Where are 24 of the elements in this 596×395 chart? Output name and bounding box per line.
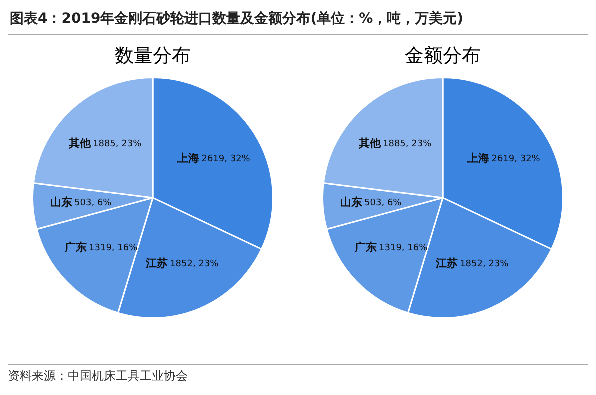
text: 图表4：2019年金刚石砂轮进口数量及金额分布(单位：%，吨，万美元) xyxy=(9,10,465,28)
slice-label: 广东 xyxy=(354,241,380,254)
data-label: 503, 6% xyxy=(364,198,402,208)
chart-title: 金额分布 xyxy=(405,44,481,69)
slice-label: 江苏 xyxy=(434,256,460,270)
data-label: 1852, 23% xyxy=(460,259,510,270)
data-label: 1852, 23% xyxy=(170,259,220,270)
slice-label: 上海 xyxy=(466,152,492,166)
chart-title: 数量分布 xyxy=(115,44,191,69)
slice-label: 广东 xyxy=(64,241,90,254)
data-label: 2619, 32% xyxy=(202,154,251,165)
slice-label: 山东 xyxy=(340,196,365,209)
slice-label: 其他 xyxy=(68,136,93,150)
data-label: 1885, 23% xyxy=(382,139,432,150)
data-label: 1319, 16% xyxy=(379,244,428,254)
text: 资料来源：中国机床工具工业协会 xyxy=(8,368,189,385)
slice-label: 其他 xyxy=(358,136,383,150)
data-label: 2619, 32% xyxy=(492,154,541,165)
slice-label: 山东 xyxy=(50,196,75,209)
slice-label: 江苏 xyxy=(144,256,170,270)
data-label: 503, 6% xyxy=(74,198,112,208)
data-label: 1319, 16% xyxy=(89,244,138,254)
slice-label: 上海 xyxy=(176,152,202,166)
data-label: 1885, 23% xyxy=(92,139,142,150)
